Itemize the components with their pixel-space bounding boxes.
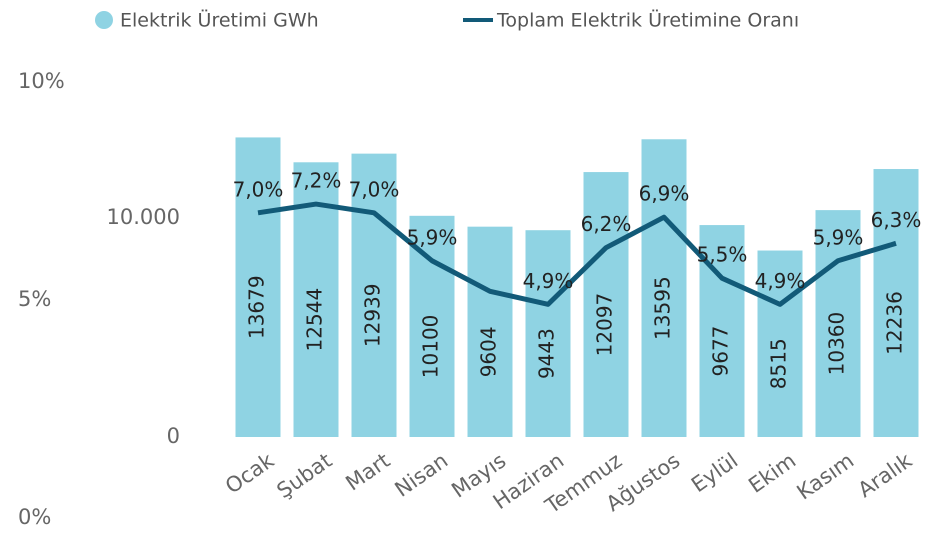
bar (409, 215, 455, 437)
x-tick-label: Nisan (390, 448, 452, 501)
line-value-label: 5,9% (813, 225, 864, 249)
y-tick-label: 0 (167, 424, 180, 448)
x-tick-label: Kasım (793, 448, 859, 504)
x-tick-label: Şubat (273, 448, 337, 503)
legend-label: Toplam Elektrik Üretimine Oranı (496, 9, 799, 32)
bar (583, 172, 629, 438)
line-value-label: 6,3% (871, 208, 922, 232)
line-value-label: 7,0% (349, 177, 400, 201)
bar (815, 210, 861, 437)
bar (641, 139, 687, 437)
line-value-label: 5,5% (697, 243, 748, 267)
legend-label: Elektrik Üretimi GWh (120, 9, 319, 32)
line-value-label: 6,9% (639, 182, 690, 206)
bar (467, 226, 513, 437)
bar-value-label: 9677 (709, 326, 733, 377)
bar (525, 230, 571, 437)
bar-value-label: 9443 (535, 328, 559, 379)
x-tick-label: Aralık (854, 448, 917, 502)
bar-value-label: 13679 (245, 275, 269, 339)
line-value-label: 4,9% (755, 269, 806, 293)
bar (757, 250, 803, 437)
line-value-label: 5,9% (407, 225, 458, 249)
x-tick-label: Ekim (744, 448, 800, 497)
y2-tick-label: 5% (18, 287, 51, 311)
line-value-label: 4,9% (523, 269, 574, 293)
line-value-label: 7,0% (233, 177, 284, 201)
bar-value-label: 10100 (419, 315, 443, 379)
y2-tick-label: 10% (18, 69, 65, 93)
bar (873, 169, 919, 437)
y-tick-label: 10.000 (107, 205, 180, 229)
bar (235, 137, 281, 437)
bar-value-label: 12236 (883, 291, 907, 355)
x-tick-label: Eylül (687, 448, 742, 497)
bar-value-label: 12097 (593, 293, 617, 357)
bar-value-label: 12544 (303, 288, 327, 352)
y2-tick-label: 0% (18, 505, 51, 529)
x-tick-label: Ocak (221, 448, 279, 499)
line (257, 201, 897, 307)
bar-value-label: 13595 (651, 276, 675, 340)
line-value-label: 6,2% (581, 212, 632, 236)
x-tick-label: Mart (341, 448, 394, 495)
bar-value-label: 9604 (477, 326, 501, 377)
bar (351, 153, 397, 437)
bar-value-label: 12939 (361, 284, 385, 348)
legend-swatch (95, 11, 113, 29)
line-value-label: 7,2% (291, 169, 342, 193)
bar-value-label: 8515 (767, 338, 791, 389)
bar-value-label: 10360 (825, 312, 849, 376)
